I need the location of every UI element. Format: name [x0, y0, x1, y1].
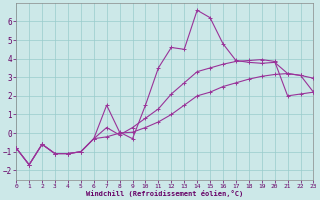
X-axis label: Windchill (Refroidissement éolien,°C): Windchill (Refroidissement éolien,°C)	[86, 190, 244, 197]
